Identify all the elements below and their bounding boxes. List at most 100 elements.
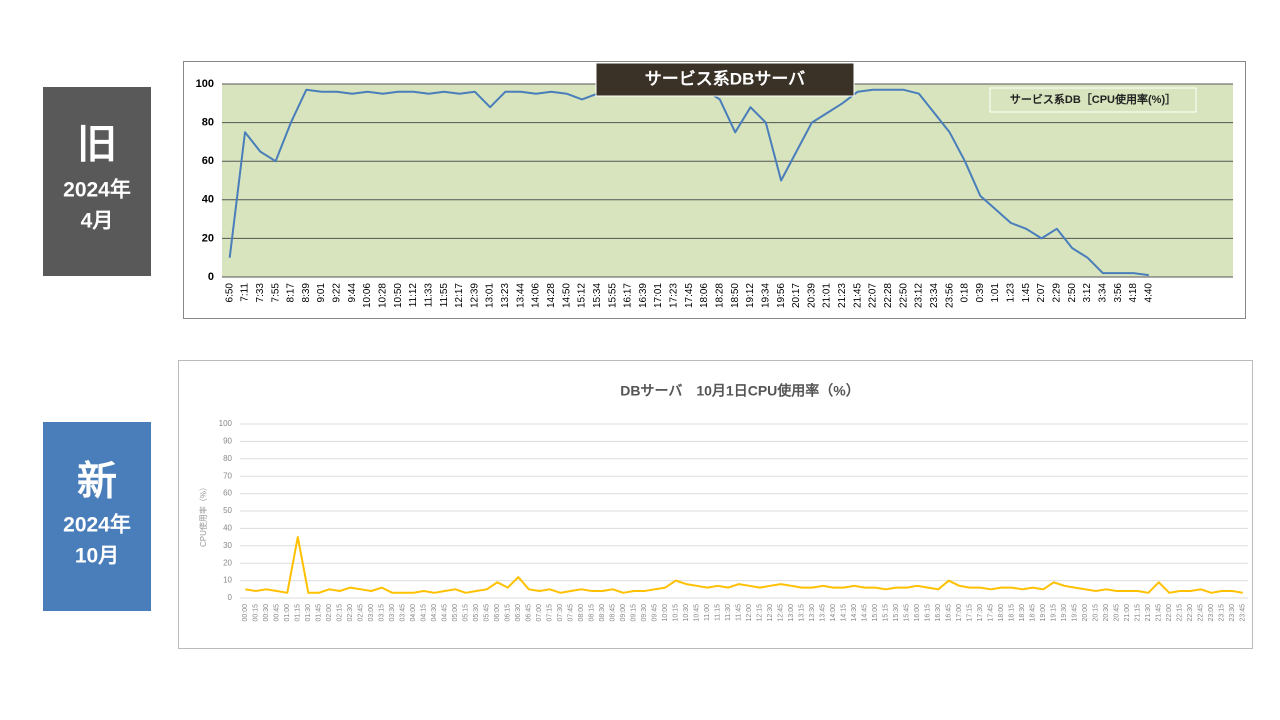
x-tick-label: 17:15 xyxy=(967,604,974,622)
new-month: 10月 xyxy=(75,545,119,568)
new-label: 新 xyxy=(77,460,117,504)
x-tick-label: 19:00 xyxy=(1040,604,1047,622)
x-tick-label: 16:17 xyxy=(623,283,634,308)
y-tick-label: 80 xyxy=(202,117,214,129)
y-tick-label: 0 xyxy=(208,271,214,283)
x-tick-label: 15:45 xyxy=(904,604,911,622)
x-tick-label: 17:30 xyxy=(977,604,984,622)
x-tick-label: 00:15 xyxy=(253,604,260,622)
x-tick-label: 17:23 xyxy=(669,283,680,308)
x-tick-label: 9:44 xyxy=(347,283,358,303)
x-tick-label: 16:39 xyxy=(638,283,649,308)
x-tick-label: 20:39 xyxy=(806,283,817,308)
x-tick-label: 10:30 xyxy=(683,604,690,622)
x-tick-label: 03:45 xyxy=(400,604,407,622)
x-tick-label: 23:56 xyxy=(944,283,955,308)
x-tick-label: 19:34 xyxy=(760,283,771,308)
legend-label: サービス系DB［CPU使用率(%)］ xyxy=(1010,92,1176,106)
x-tick-label: 15:55 xyxy=(607,283,618,308)
x-tick-label: 21:45 xyxy=(852,283,863,308)
x-tick-label: 03:15 xyxy=(379,604,386,622)
x-tick-label: 8:17 xyxy=(286,283,297,303)
x-tick-label: 18:30 xyxy=(1019,604,1026,622)
x-tick-label: 14:28 xyxy=(546,283,557,308)
x-tick-label: 14:45 xyxy=(862,604,869,622)
x-tick-label: 20:45 xyxy=(1114,604,1121,622)
x-tick-label: 14:15 xyxy=(841,604,848,622)
x-tick-label: 21:01 xyxy=(822,283,833,308)
x-tick-label: 6:50 xyxy=(224,283,235,303)
x-tick-label: 22:45 xyxy=(1198,604,1205,622)
x-tick-label: 12:15 xyxy=(757,604,764,622)
x-tick-label: 13:30 xyxy=(809,604,816,622)
y-tick-label: 60 xyxy=(223,489,232,498)
x-tick-label: 05:45 xyxy=(484,604,491,622)
x-tick-label: 07:30 xyxy=(557,604,564,622)
x-tick-label: 16:00 xyxy=(914,604,921,622)
x-tick-label: 3:34 xyxy=(1097,283,1108,303)
x-tick-label: 19:30 xyxy=(1061,604,1068,622)
y-tick-label: 20 xyxy=(202,232,214,244)
x-tick-label: 1:23 xyxy=(1006,283,1017,303)
x-tick-label: 2:07 xyxy=(1036,283,1047,303)
x-tick-label: 16:45 xyxy=(946,604,953,622)
x-tick-label: 21:00 xyxy=(1124,604,1131,622)
y-tick-label: 100 xyxy=(196,78,214,90)
x-tick-label: 04:45 xyxy=(442,604,449,622)
x-tick-label: 00:30 xyxy=(263,604,270,622)
y-tick-label: 40 xyxy=(223,524,232,533)
x-tick-label: 14:50 xyxy=(561,283,572,308)
x-tick-label: 06:30 xyxy=(515,604,522,622)
x-tick-label: 09:30 xyxy=(641,604,648,622)
x-tick-label: 05:30 xyxy=(473,604,480,622)
x-tick-label: 09:45 xyxy=(652,604,659,622)
y-tick-label: 60 xyxy=(202,155,214,167)
x-tick-label: 01:15 xyxy=(295,604,302,622)
x-tick-label: 15:34 xyxy=(592,283,603,308)
x-tick-label: 23:34 xyxy=(929,283,940,308)
x-tick-label: 12:39 xyxy=(469,283,480,308)
x-tick-label: 18:15 xyxy=(1009,604,1016,622)
x-tick-label: 4:40 xyxy=(1143,283,1154,303)
x-tick-label: 10:28 xyxy=(377,283,388,308)
x-tick-label: 22:50 xyxy=(898,283,909,308)
x-tick-label: 17:45 xyxy=(988,604,995,622)
x-tick-label: 11:45 xyxy=(736,604,743,621)
x-tick-label: 10:15 xyxy=(673,604,680,622)
x-tick-label: 12:30 xyxy=(767,604,774,622)
x-tick-label: 01:45 xyxy=(316,604,323,622)
x-tick-label: 07:45 xyxy=(568,604,575,622)
x-tick-label: 11:30 xyxy=(725,604,732,621)
x-tick-label: 23:12 xyxy=(914,283,925,308)
x-tick-label: 19:56 xyxy=(776,283,787,308)
x-tick-label: 11:55 xyxy=(439,283,450,308)
x-tick-label: 23:30 xyxy=(1229,604,1236,622)
x-tick-label: 7:11 xyxy=(240,283,251,302)
x-tick-label: 12:45 xyxy=(778,604,785,622)
old-label: 旧 xyxy=(77,123,117,167)
x-tick-label: 09:00 xyxy=(620,604,627,622)
x-tick-label: 20:17 xyxy=(791,283,802,308)
title-box xyxy=(595,62,855,97)
x-tick-label: 12:17 xyxy=(454,283,465,308)
x-tick-label: 21:30 xyxy=(1145,604,1152,622)
x-tick-label: 08:45 xyxy=(610,604,617,622)
x-tick-label: 10:00 xyxy=(662,604,669,622)
x-tick-label: 11:00 xyxy=(704,604,711,621)
x-tick-label: 9:01 xyxy=(316,283,327,303)
x-tick-label: 13:00 xyxy=(788,604,795,622)
x-tick-label: 0:18 xyxy=(960,283,971,303)
y-tick-label: 10 xyxy=(223,576,232,585)
x-tick-label: 07:15 xyxy=(547,604,554,622)
x-tick-label: 15:15 xyxy=(883,604,890,622)
legend-box xyxy=(989,87,1197,113)
y-tick-label: 70 xyxy=(223,471,232,480)
x-tick-label: 12:00 xyxy=(746,604,753,622)
x-tick-label: 10:45 xyxy=(694,604,701,622)
x-tick-label: 17:45 xyxy=(684,283,695,308)
x-tick-label: 14:06 xyxy=(531,283,542,308)
x-tick-label: 20:30 xyxy=(1103,604,1110,622)
y-tick-label: 80 xyxy=(223,454,232,463)
x-tick-label: 22:00 xyxy=(1166,604,1173,622)
